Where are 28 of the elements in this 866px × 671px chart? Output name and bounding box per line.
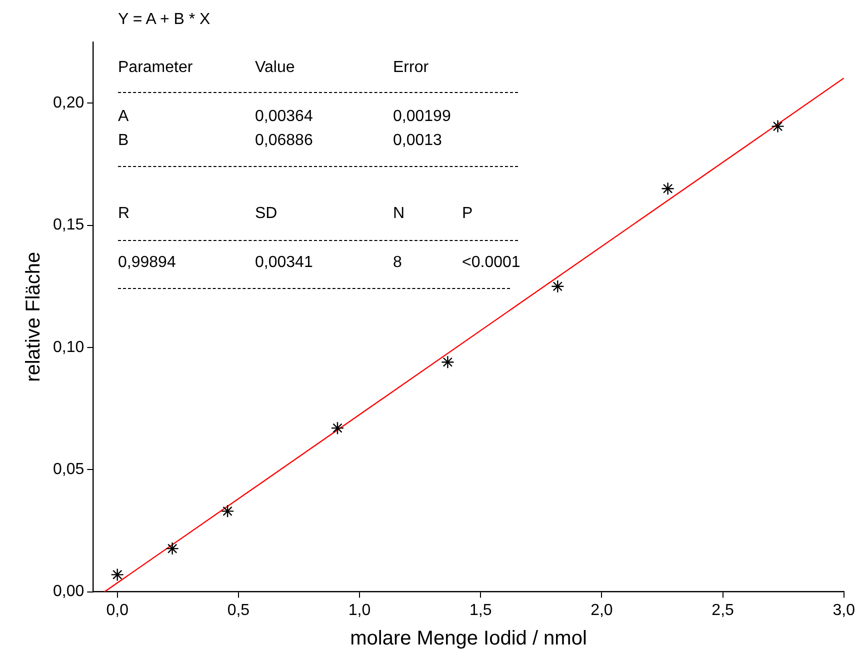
point <box>330 421 344 435</box>
y-axis-title: relative Fläche <box>22 252 45 382</box>
x-axis-title: molare Menge Iodid / nmol <box>350 628 587 650</box>
x-tick-label: 0,5 <box>227 602 250 619</box>
x-tick-label: 1,5 <box>469 602 492 619</box>
point <box>661 182 674 196</box>
text: R SD N P <box>118 205 473 222</box>
text: B 0,06886 0,0013 <box>118 132 442 149</box>
x-tick-label: 1,0 <box>348 602 371 619</box>
point <box>771 120 784 133</box>
point <box>551 280 564 293</box>
y-tick-label: 0,05 <box>53 461 84 478</box>
x-tick-label: 3,0 <box>832 602 856 619</box>
x-tick-label: 2,5 <box>712 602 734 619</box>
point <box>166 542 179 556</box>
x-tick-label: 2,0 <box>590 602 613 619</box>
y-tick-label: 0,00 <box>53 583 84 600</box>
y-tick-label: 0,20 <box>53 94 84 112</box>
text: 0,99894 0,00341 8 <0.0001 <box>118 254 520 271</box>
text: Y = A + B * X <box>118 11 210 29</box>
y-tick-label: 0,15 <box>53 216 84 234</box>
point <box>220 504 234 518</box>
point <box>110 568 124 582</box>
text: Parameter Value Error <box>118 59 429 76</box>
text: A 0,00364 0,00199 <box>118 108 451 125</box>
point <box>441 356 454 369</box>
y-tick-label: 0,10 <box>53 338 84 356</box>
x-tick-label: 0,0 <box>106 602 129 619</box>
